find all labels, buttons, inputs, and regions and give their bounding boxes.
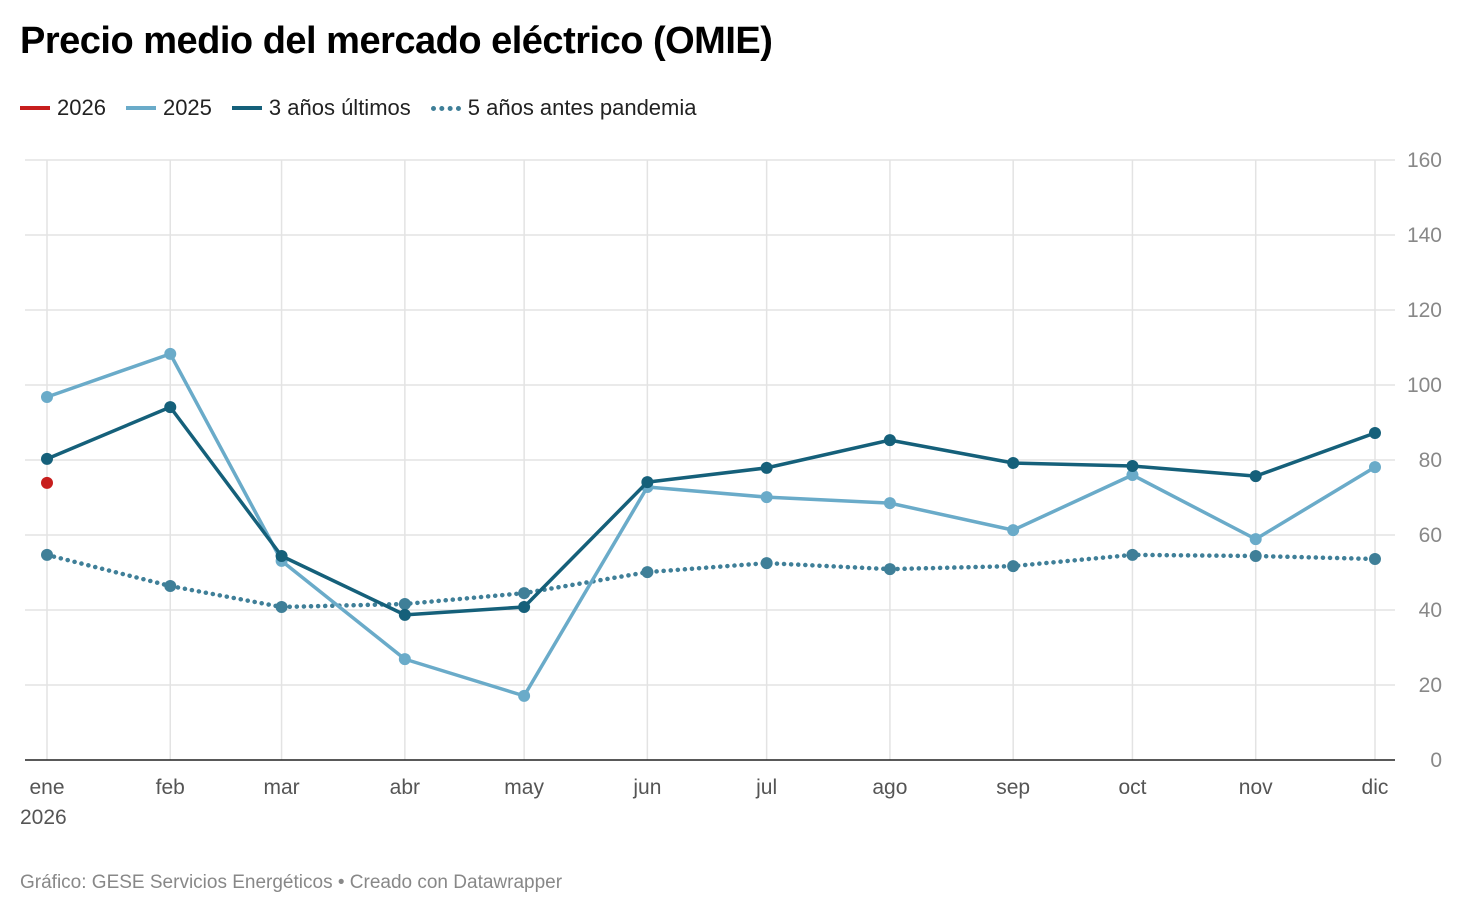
- legend-label: 2025: [162, 95, 212, 120]
- data-point: [41, 452, 53, 465]
- data-point: [518, 601, 531, 613]
- series-line: [44, 552, 1378, 610]
- legend-swatch: [231, 106, 262, 110]
- data-point: [1007, 524, 1020, 537]
- legend-label: 3 años últimos: [268, 95, 411, 120]
- legend-label: 2026: [57, 95, 106, 120]
- y-tick-label: 80: [1419, 449, 1442, 472]
- data-point: [1126, 548, 1139, 561]
- legend-label: 5 años antes pandemia: [467, 95, 697, 120]
- x-tick-label: mar: [263, 776, 299, 799]
- data-point: [760, 491, 773, 504]
- data-point: [1368, 553, 1381, 565]
- x-tick-label: jun: [632, 776, 661, 799]
- data-point: [1007, 560, 1020, 573]
- chart-footer: Gráfico: GESE Servicios Energéticos • Cr…: [20, 872, 563, 893]
- x-tick-label: ago: [872, 776, 907, 799]
- series-2026: [41, 476, 53, 489]
- chart-title: Precio medio del mercado eléctrico (OMIE…: [20, 20, 773, 62]
- x-tick-label: abr: [390, 776, 420, 799]
- series-line: [46, 405, 1376, 617]
- x-tick-label: feb: [156, 776, 185, 799]
- x-tick-label: nov: [1239, 776, 1273, 799]
- x-year-label: 2026: [20, 806, 67, 829]
- legend: 2026 2025 3 años últimos 5 años antes pande…: [20, 95, 697, 121]
- legend-item: 2025: [125, 95, 212, 121]
- y-tick-label: 160: [1407, 149, 1442, 172]
- x-tick-label: ene: [29, 776, 64, 799]
- data-point: [1249, 470, 1262, 483]
- series-3-años-últimos: [41, 401, 1381, 621]
- data-point: [760, 557, 773, 570]
- data-point: [398, 598, 411, 610]
- y-tick-label: 120: [1407, 299, 1442, 322]
- data-point: [1249, 533, 1262, 546]
- x-tick-label: dic: [1362, 776, 1389, 799]
- data-point: [1126, 469, 1139, 481]
- data-point: [398, 608, 411, 621]
- data-point: [164, 580, 177, 592]
- data-point: [398, 653, 411, 666]
- legend-swatch: [125, 106, 156, 110]
- series-5-años-antes-pandemia: [41, 548, 1381, 613]
- data-point: [641, 476, 654, 489]
- data-point: [518, 689, 531, 702]
- data-point: [883, 563, 896, 576]
- y-tick-label: 0: [1430, 749, 1442, 772]
- legend-item: 2026: [20, 95, 106, 121]
- legend-item: 5 años antes pandemia: [430, 95, 697, 121]
- y-tick-label: 20: [1419, 674, 1442, 697]
- data-point: [164, 347, 177, 360]
- data-point: [41, 476, 53, 489]
- data-point: [1368, 427, 1381, 439]
- legend-swatch: [20, 106, 50, 110]
- data-point: [164, 401, 177, 414]
- series-2025: [41, 347, 1381, 702]
- data-point: [41, 548, 53, 561]
- x-tick-label: oct: [1118, 776, 1146, 799]
- data-point: [1249, 550, 1262, 562]
- data-point: [275, 550, 288, 562]
- data-point: [275, 601, 288, 613]
- series-line: [46, 352, 1376, 698]
- data-point: [883, 497, 896, 510]
- data-point: [760, 461, 773, 474]
- legend-item: 3 años últimos: [231, 95, 411, 121]
- y-tick-label: 40: [1419, 599, 1442, 622]
- x-tick-label: jul: [755, 776, 777, 799]
- x-tick-label: may: [504, 776, 544, 799]
- data-point: [883, 434, 896, 447]
- data-point: [1126, 460, 1139, 472]
- data-point: [1007, 457, 1020, 469]
- y-tick-label: 140: [1407, 224, 1442, 247]
- data-point: [518, 587, 531, 600]
- data-point: [641, 566, 654, 579]
- data-point: [1368, 461, 1381, 474]
- y-tick-label: 60: [1419, 524, 1442, 547]
- x-tick-label: sep: [996, 776, 1030, 799]
- data-point: [41, 391, 53, 403]
- legend-swatch: [430, 105, 461, 111]
- y-tick-label: 100: [1407, 374, 1442, 397]
